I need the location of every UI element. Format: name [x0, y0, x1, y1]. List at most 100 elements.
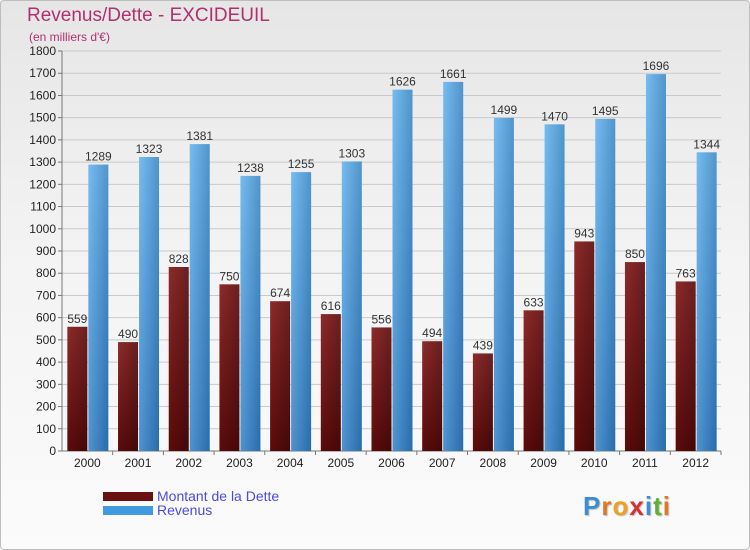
- y-tick-label: 1100: [30, 200, 56, 214]
- bar-debt-shade: [472, 353, 493, 451]
- y-tick-label: 1300: [29, 155, 56, 169]
- data-label-revenue: 1499: [491, 103, 518, 117]
- bar-debt-shade: [219, 284, 240, 451]
- bar-revenue-shade: [645, 74, 666, 451]
- chart-title: Revenus/Dette - EXCIDEUIL: [27, 5, 270, 26]
- y-tick-label: 300: [36, 377, 56, 391]
- bar-debt-shade: [624, 262, 645, 451]
- y-tick-label: 400: [36, 355, 56, 369]
- data-label-revenue: 1344: [693, 137, 720, 151]
- bar-revenue-shade: [189, 144, 210, 451]
- y-tick-label: 1400: [29, 133, 56, 147]
- data-label-debt: 943: [574, 226, 594, 240]
- x-tick-label: 2012: [682, 456, 709, 470]
- x-tick-label: 2001: [125, 456, 152, 470]
- data-label-revenue: 1626: [389, 75, 416, 89]
- x-tick-label: 2006: [378, 456, 405, 470]
- y-tick-label: 200: [36, 400, 56, 414]
- data-label-debt: 763: [676, 266, 696, 280]
- axes: 0 100 200 300 400 500 600 700 800 900 1000 1100 1200…: [29, 44, 722, 470]
- bar-debt-shade: [574, 241, 595, 451]
- bar-debt-shade: [320, 314, 341, 451]
- bar-revenue-shade: [544, 124, 565, 451]
- logo-letter: o: [612, 491, 630, 521]
- legend-swatch-debt: [103, 492, 153, 501]
- data-label-revenue: 1495: [592, 104, 619, 118]
- bar-revenue-shade: [139, 157, 160, 451]
- x-tick-label: 2005: [327, 456, 354, 470]
- data-label-debt: 490: [118, 327, 138, 341]
- legend-label-debt: Montant de la Dette: [157, 488, 280, 504]
- data-label-debt: 850: [625, 247, 645, 261]
- y-tick-label: 500: [36, 333, 56, 347]
- bar-debt-shade: [67, 326, 88, 451]
- data-label-debt: 828: [169, 252, 189, 266]
- data-label-revenue: 1381: [186, 129, 213, 143]
- bar-debt-shade: [422, 341, 443, 451]
- data-label-debt: 559: [67, 312, 87, 326]
- y-tick-label: 700: [36, 288, 56, 302]
- data-label-revenue: 1238: [237, 161, 264, 175]
- logo-letter: i: [662, 491, 671, 521]
- data-labels: 559 1289 490 1323 828 1381 750 1238 674 1255 616 13…: [67, 59, 720, 352]
- bar-revenue-shade: [696, 152, 717, 452]
- chart-subtitle: (en milliers d'€): [29, 30, 110, 44]
- y-tick-label: 1500: [29, 111, 56, 125]
- logo-letter: P: [583, 491, 602, 521]
- data-label-revenue: 1696: [643, 59, 670, 73]
- y-tick-label: 1200: [29, 177, 56, 191]
- bar-debt-shade: [168, 267, 189, 451]
- bars: [67, 74, 717, 452]
- logo-letter: i: [644, 491, 654, 521]
- logo-letter: r: [601, 491, 613, 521]
- legend-label-revenue: Revenus: [157, 502, 213, 518]
- data-label-revenue: 1303: [338, 146, 365, 160]
- bar-revenue-shade: [392, 89, 413, 452]
- bar-debt-shade: [118, 342, 139, 451]
- data-label-debt: 556: [371, 312, 391, 326]
- x-tick-label: 2000: [74, 456, 101, 470]
- y-tick-label: 1600: [29, 88, 56, 102]
- bar-revenue-shade: [493, 117, 514, 451]
- logo-letter: x: [629, 491, 645, 521]
- y-tick-label: 800: [36, 266, 56, 280]
- bar-revenue-shade: [291, 172, 312, 451]
- y-tick-label: 1700: [29, 66, 56, 80]
- x-tick-label: 2003: [226, 456, 253, 470]
- data-label-debt: 674: [270, 286, 290, 300]
- y-tick-label: 1000: [29, 222, 56, 236]
- x-tick-label: 2004: [277, 456, 304, 470]
- data-label-debt: 616: [321, 299, 341, 313]
- x-tick-label: 2009: [530, 456, 557, 470]
- x-tick-label: 2010: [581, 456, 608, 470]
- data-label-revenue: 1470: [541, 109, 568, 123]
- y-tick-label: 100: [36, 422, 56, 436]
- data-label-revenue: 1289: [85, 150, 112, 164]
- x-tick-label: 2002: [175, 456, 202, 470]
- y-tick-label: 0: [49, 444, 56, 458]
- y-tick-label: 1800: [29, 44, 56, 58]
- data-label-debt: 439: [473, 338, 493, 352]
- proxiti-logo: Proxiti: [583, 491, 671, 522]
- data-label-revenue: 1323: [136, 142, 163, 156]
- logo-letter: t: [653, 491, 663, 521]
- data-label-revenue: 1661: [440, 67, 467, 81]
- bar-debt-shade: [523, 310, 544, 451]
- bar-debt-shade: [371, 327, 392, 451]
- bar-revenue-shade: [88, 164, 109, 452]
- y-tick-label: 600: [36, 311, 56, 325]
- bar-debt-shade: [675, 281, 696, 451]
- data-label-revenue: 1255: [288, 157, 315, 171]
- y-tick-label: 900: [36, 244, 56, 258]
- bar-revenue-shade: [240, 175, 261, 451]
- x-tick-label: 2007: [429, 456, 456, 470]
- bar-debt-shade: [270, 301, 291, 451]
- bar-revenue-shade: [595, 118, 616, 452]
- data-label-debt: 633: [524, 295, 544, 309]
- data-label-debt: 494: [422, 326, 442, 340]
- bar-revenue-shade: [341, 161, 362, 451]
- x-tick-label: 2008: [480, 456, 507, 470]
- bar-revenue-shade: [443, 81, 464, 451]
